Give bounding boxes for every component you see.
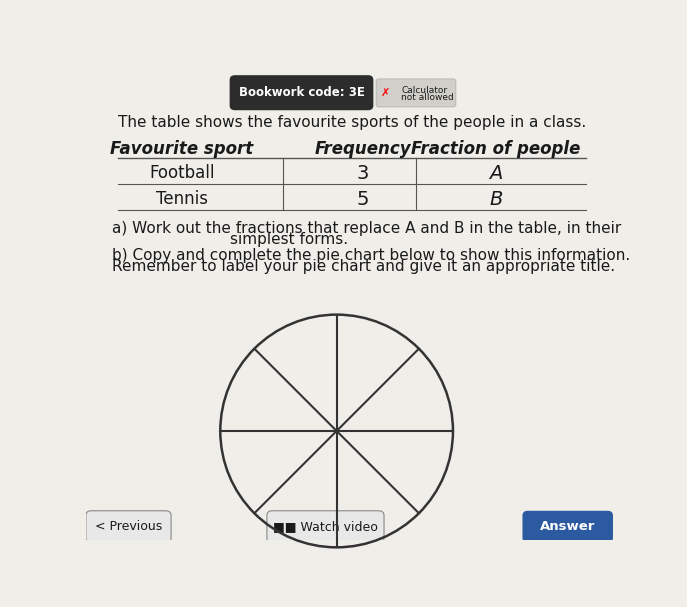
Text: Favourite sport: Favourite sport [110,140,254,158]
FancyBboxPatch shape [376,79,456,107]
Text: Tennis: Tennis [156,190,207,208]
Text: Answer: Answer [540,520,596,533]
Text: 3: 3 [357,164,369,183]
FancyBboxPatch shape [229,75,374,110]
Text: ■■ Watch video: ■■ Watch video [273,520,378,533]
Text: A: A [489,164,502,183]
Text: Fraction of people: Fraction of people [411,140,581,158]
Text: The table shows the favourite sports of the people in a class.: The table shows the favourite sports of … [118,115,586,131]
Text: simplest forms.: simplest forms. [229,232,348,246]
Text: a) Work out the fractions that replace A and B in the table, in their: a) Work out the fractions that replace A… [113,220,622,236]
Text: Football: Football [149,164,214,182]
Text: Frequency: Frequency [315,140,411,158]
Text: b) Copy and complete the pie chart below to show this information.: b) Copy and complete the pie chart below… [113,248,631,263]
Text: B: B [489,189,502,209]
FancyBboxPatch shape [86,510,171,543]
Text: Remember to label your pie chart and give it an appropriate title.: Remember to label your pie chart and giv… [113,259,616,274]
FancyBboxPatch shape [523,510,613,543]
Text: Calculator: Calculator [401,86,447,95]
Text: ✗: ✗ [381,88,390,98]
Text: Bookwork code: 3E: Bookwork code: 3E [238,86,364,99]
Text: 5: 5 [357,189,369,209]
FancyBboxPatch shape [267,510,384,543]
Text: not allowed: not allowed [401,93,454,102]
Text: < Previous: < Previous [95,520,162,533]
